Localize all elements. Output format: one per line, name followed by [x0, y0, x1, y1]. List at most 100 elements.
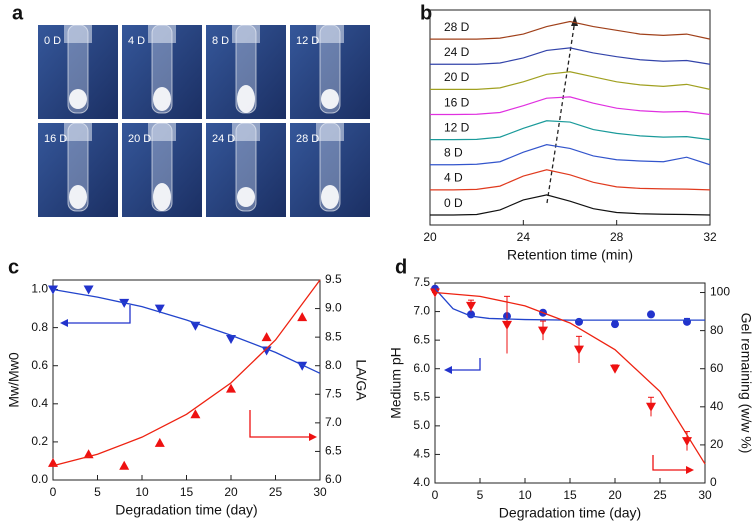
annotation-arrows: [64, 305, 690, 471]
trace: [430, 71, 711, 90]
plot-frame: [429, 9, 711, 226]
x-axis-label: Degradation time (day): [115, 502, 257, 518]
x-tick-label: 25: [269, 485, 283, 499]
point: [154, 304, 165, 314]
x-tick-label: 5: [477, 488, 484, 502]
tile-label: 0 D: [44, 35, 61, 47]
y-tick-label: 6.0: [413, 361, 430, 375]
tube-cap: [148, 123, 176, 141]
y-tick-label: 7.5: [413, 275, 430, 289]
y-tick-label: 0.4: [31, 396, 48, 410]
trace: [430, 96, 711, 116]
panel-letter: c: [8, 256, 19, 278]
panel-letter: b: [420, 2, 432, 24]
point: [83, 285, 94, 295]
fit-curve: [52, 288, 321, 374]
x-tick-label: 20: [224, 485, 238, 499]
x-tick-label: 25: [653, 488, 667, 502]
trace-label: 20 D: [444, 70, 470, 84]
sample: [153, 87, 171, 111]
point: [297, 312, 308, 322]
x-axis-label: Retention time (min): [507, 247, 633, 263]
plot-frame: [434, 282, 706, 484]
tube-cap: [316, 123, 344, 141]
x-tick-label: 20: [608, 488, 622, 502]
point: [646, 402, 656, 412]
point: [261, 346, 272, 356]
sample: [69, 185, 87, 209]
trace: [430, 20, 711, 40]
y2-tick-label: 9.0: [325, 301, 342, 315]
panel-letter: d: [395, 256, 407, 278]
y-tick-label: 6.5: [413, 332, 430, 346]
point: [611, 320, 619, 329]
tile-label: 16 D: [44, 133, 67, 145]
y2-tick-label: 20: [710, 437, 724, 451]
x-tick-label: 5: [94, 485, 101, 499]
tube-cap: [316, 25, 344, 43]
y-tick-label: 4.5: [413, 447, 430, 461]
y2-tick-label: 40: [710, 399, 724, 413]
sample: [321, 185, 339, 209]
y2-tick-label: 8.0: [325, 358, 342, 372]
y-tick-label: 0.8: [31, 320, 48, 334]
point: [502, 320, 512, 330]
y2-tick-label: 7.0: [325, 415, 342, 429]
tile-label: 12 D: [296, 35, 319, 47]
tile-label: 8 D: [212, 35, 229, 47]
tile-label: 24 D: [212, 133, 235, 145]
x-tick-label: 0: [432, 488, 439, 502]
trace: [430, 120, 711, 141]
point: [574, 345, 584, 355]
point: [226, 383, 236, 393]
y2-tick-label: 0: [710, 475, 717, 489]
tube-cap: [64, 123, 92, 141]
tube-cap: [64, 25, 92, 43]
tile-label: 20 D: [128, 133, 151, 145]
point: [575, 317, 583, 326]
x-tick-label: 30: [698, 488, 712, 502]
x-tick-label: 10: [135, 485, 149, 499]
fit-curve: [434, 291, 706, 465]
y2-axis-label: LA/GA: [353, 359, 369, 401]
point: [226, 335, 236, 345]
point: [261, 332, 272, 342]
y-tick-label: 0.0: [31, 472, 48, 486]
point: [610, 364, 620, 374]
point: [683, 317, 691, 326]
x-tick-label: 30: [313, 485, 327, 499]
x-tick-label: 10: [518, 488, 532, 502]
x-tick-label: 20: [423, 230, 437, 244]
y2-tick-label: 8.5: [325, 329, 342, 343]
trace: [430, 144, 711, 166]
y-tick-label: 1.0: [31, 282, 48, 296]
trace-label: 28 D: [444, 20, 470, 34]
x-tick-label: 32: [703, 230, 717, 244]
plot-frame: [52, 279, 321, 481]
y-tick-label: 0.2: [31, 434, 48, 448]
point: [154, 437, 165, 447]
y2-tick-label: 7.5: [325, 386, 342, 400]
y-axis-label: Medium pH: [388, 347, 404, 419]
x-axis-label: Degradation time (day): [499, 505, 641, 521]
point: [466, 301, 476, 311]
arrow-head: [571, 16, 578, 26]
y-tick-label: 7.0: [413, 304, 430, 318]
y-tick-label: 4.0: [413, 475, 430, 489]
sample: [237, 85, 255, 113]
x-tick-label: 28: [610, 230, 624, 244]
arrow-heads: [60, 319, 694, 474]
trace: [430, 47, 711, 65]
y-axis-label: Mw/Mw0: [6, 352, 22, 407]
trace: [430, 194, 711, 216]
y2-tick-label: 6.0: [325, 472, 342, 486]
point: [647, 310, 655, 319]
sample: [69, 89, 87, 109]
point: [119, 460, 130, 470]
trace-label: 4 D: [444, 171, 463, 185]
x-tick-label: 15: [563, 488, 577, 502]
trace-label: 0 D: [444, 196, 463, 210]
sample: [153, 183, 171, 211]
trace: [430, 169, 711, 191]
